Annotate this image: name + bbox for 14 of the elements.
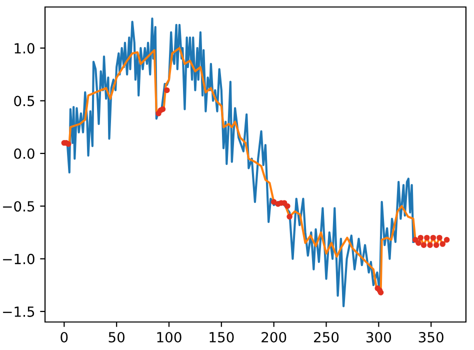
x-tick-label: 250 bbox=[314, 332, 339, 342]
x-tick-label: 200 bbox=[262, 332, 286, 342]
x-tick-label: 50 bbox=[108, 332, 124, 342]
x-tick-label: 350 bbox=[418, 332, 444, 342]
x-tick-label: 100 bbox=[157, 332, 182, 342]
y-tick-label: 0.5 bbox=[14, 96, 34, 106]
y-tick-label: 0.0 bbox=[14, 148, 34, 159]
x-tick-label: 0 bbox=[60, 332, 68, 342]
y-tick-label: −0.5 bbox=[3, 201, 34, 212]
x-tick-label: 150 bbox=[210, 332, 234, 342]
x-tick-label: 300 bbox=[366, 332, 391, 342]
y-tick-label: −1.0 bbox=[3, 254, 34, 264]
y-tick-label: −1.5 bbox=[3, 306, 34, 317]
y-tick-label: 1.0 bbox=[14, 43, 34, 54]
